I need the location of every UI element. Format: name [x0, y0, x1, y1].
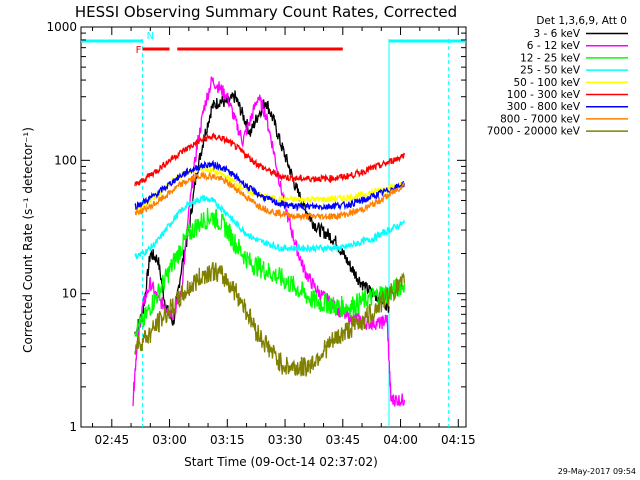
legend-label-4: 50 - 100 keV	[513, 77, 580, 89]
legend-label-2: 12 - 25 keV	[520, 52, 581, 64]
legend-label-5: 100 - 300 keV	[507, 89, 581, 101]
series-layer	[132, 76, 406, 407]
plot-frame	[80, 26, 467, 428]
x-tick-label-03:00: 03:00	[152, 433, 187, 447]
x-axis: 02:45 03:00 03:15 03:30 03:45 04:00 04:15	[92, 27, 476, 447]
chart-title: HESSI Observing Summary Count Rates, Cor…	[75, 3, 457, 21]
series-line-6	[134, 159, 406, 212]
x-tick-label-02:45: 02:45	[95, 433, 130, 447]
x-tick-label-03:15: 03:15	[210, 433, 245, 447]
series-line-5	[134, 132, 406, 187]
legend-label-0: 3 - 6 keV	[533, 28, 580, 40]
footer-stamp: 29-May-2017 09:54	[558, 467, 636, 476]
series-line-4	[134, 166, 405, 213]
legend-label-6: 300 - 800 keV	[507, 101, 581, 113]
legend-label-8: 7000 - 20000 keV	[487, 126, 581, 138]
flag-label-N: N	[147, 31, 154, 42]
x-tick-label-04:00: 04:00	[383, 433, 418, 447]
y-axis: 1 10 100 1000	[46, 20, 466, 434]
y-axis-label: Corrected Count Rate (s⁻¹ detector⁻¹)	[21, 127, 35, 353]
series-line-3	[134, 194, 406, 260]
x-axis-label: Start Time (09-Oct-14 02:37:02)	[184, 455, 378, 469]
flag-label-F: F	[136, 45, 142, 56]
series-line-2	[134, 207, 406, 337]
y-tick-label-100: 100	[54, 153, 77, 167]
legend-label-7: 800 - 7000 keV	[500, 113, 581, 125]
legend-header: Det 1,3,6,9, Att 0	[536, 15, 627, 27]
x-tick-label-04:15: 04:15	[441, 433, 476, 447]
y-tick-label-1: 1	[69, 420, 77, 434]
legend-label-1: 6 - 12 keV	[527, 40, 581, 52]
legend-label-3: 25 - 50 keV	[520, 65, 581, 77]
series-line-7	[134, 171, 405, 222]
flag-layer: FN	[81, 31, 466, 56]
x-tick-label-03:45: 03:45	[326, 433, 361, 447]
y-tick-label-1000: 1000	[46, 20, 77, 34]
y-tick-label-10: 10	[62, 287, 77, 301]
series-line-8	[134, 261, 406, 377]
x-tick-label-03:30: 03:30	[268, 433, 303, 447]
